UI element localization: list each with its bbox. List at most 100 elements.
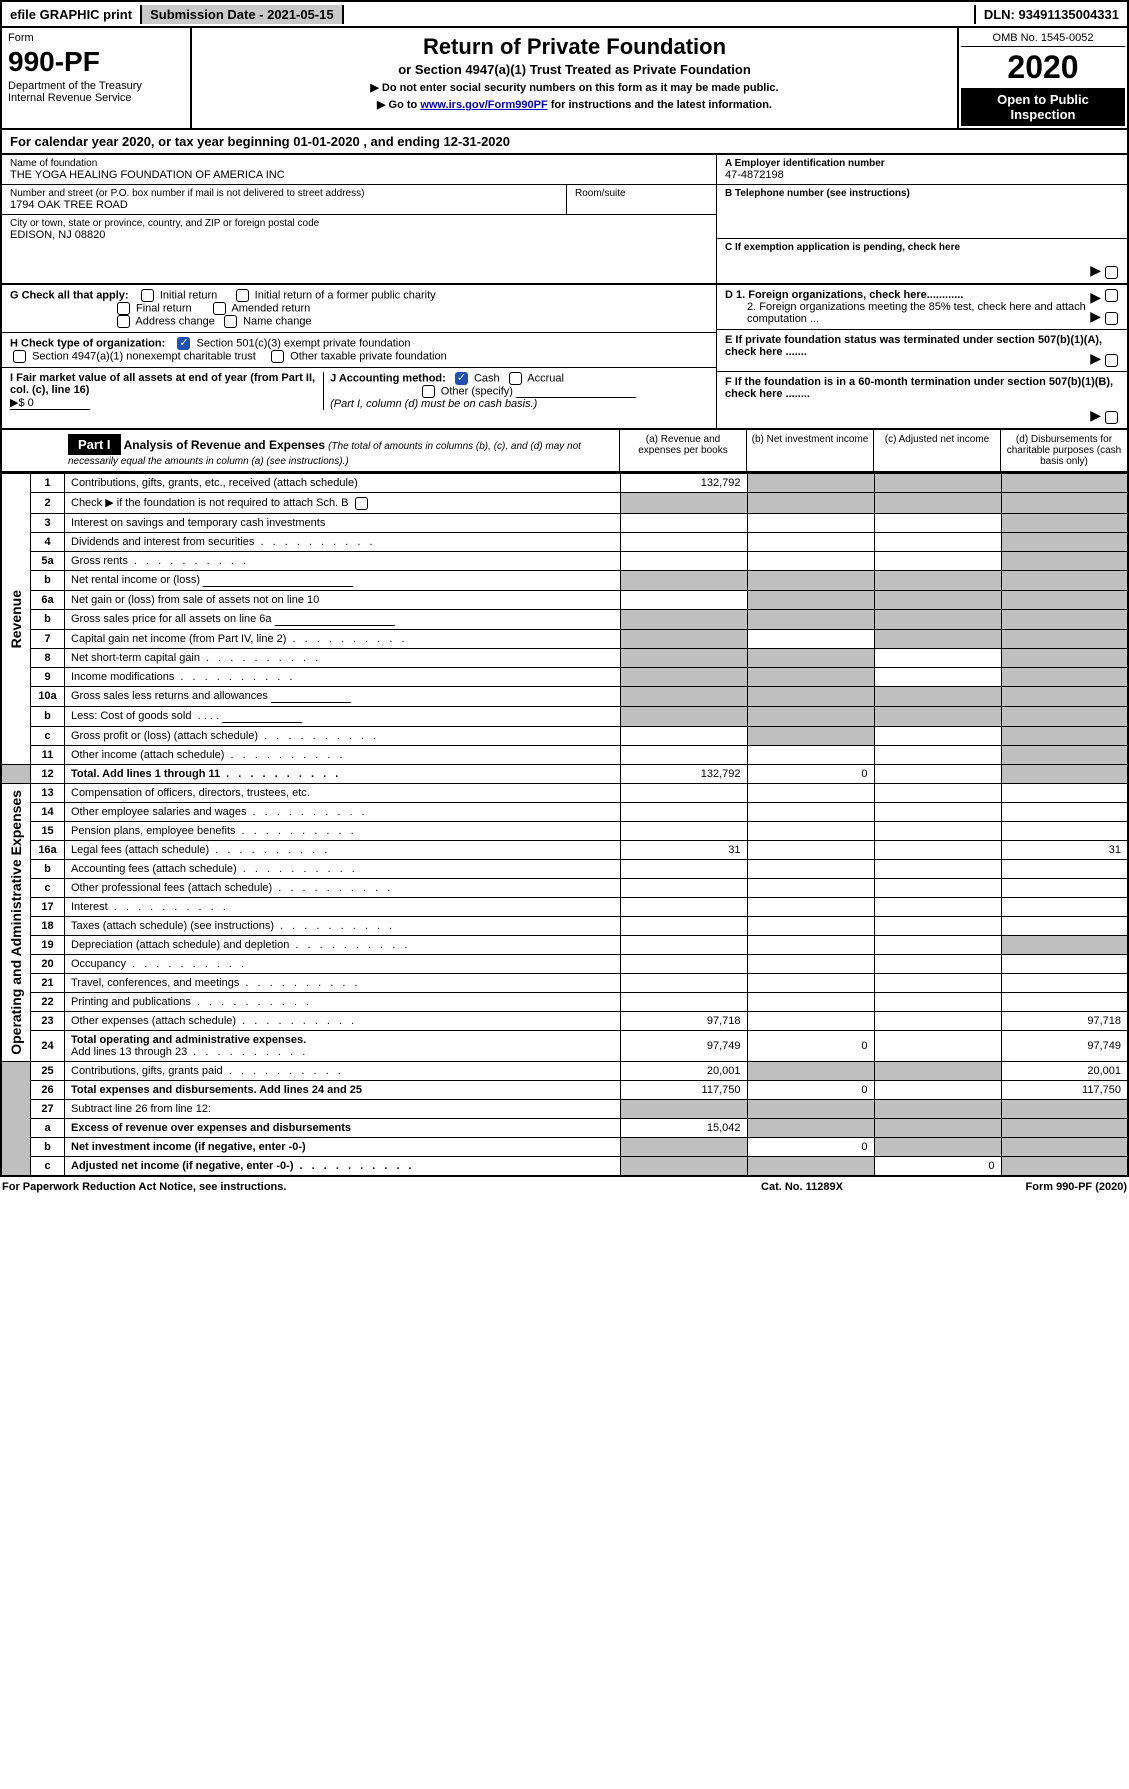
table-row: 7Capital gain net income (from Part IV, … — [1, 629, 1128, 648]
efile-print[interactable]: efile GRAPHIC print — [2, 5, 142, 24]
line-27b-desc: Net investment income (if negative, ente… — [65, 1137, 621, 1156]
line-22-desc: Printing and publications — [65, 992, 621, 1011]
entity-block: Name of foundation THE YOGA HEALING FOUN… — [0, 155, 1129, 285]
footer-left: For Paperwork Reduction Act Notice, see … — [2, 1181, 677, 1193]
table-row: bAccounting fees (attach schedule) — [1, 859, 1128, 878]
table-row: cGross profit or (loss) (attach schedule… — [1, 726, 1128, 745]
line-16a-a: 31 — [620, 840, 747, 859]
line-15-desc: Pension plans, employee benefits — [65, 821, 621, 840]
table-row: 27Subtract line 26 from line 12: — [1, 1099, 1128, 1118]
table-row: 18Taxes (attach schedule) (see instructi… — [1, 916, 1128, 935]
4947a1-checkbox[interactable] — [13, 350, 26, 363]
ein: 47-4872198 — [725, 169, 1119, 181]
line-12-desc: Total. Add lines 1 through 11 — [65, 764, 621, 783]
sch-b-checkbox[interactable] — [355, 497, 368, 510]
amended-return-checkbox[interactable] — [213, 302, 226, 315]
terminated-checkbox[interactable] — [1105, 354, 1118, 367]
part1-header-row: Part I Analysis of Revenue and Expenses … — [0, 430, 1129, 473]
table-row: 23Other expenses (attach schedule)97,718… — [1, 1011, 1128, 1030]
exemption-pending-cell: C If exemption application is pending, c… — [717, 239, 1127, 283]
initial-return-former-checkbox[interactable] — [236, 289, 249, 302]
table-row: 22Printing and publications — [1, 992, 1128, 1011]
f-row: F If the foundation is in a 60-month ter… — [717, 372, 1127, 428]
line-14-desc: Other employee salaries and wages — [65, 802, 621, 821]
address-change-checkbox[interactable] — [117, 315, 130, 328]
line-16c-desc: Other professional fees (attach schedule… — [65, 878, 621, 897]
foundation-name-cell: Name of foundation THE YOGA HEALING FOUN… — [2, 155, 716, 185]
header-right: OMB No. 1545-0052 2020 Open to Public In… — [957, 28, 1127, 128]
cash-checkbox[interactable] — [455, 372, 468, 385]
line-6a-desc: Net gain or (loss) from sale of assets n… — [65, 590, 621, 609]
line-27a-desc: Excess of revenue over expenses and disb… — [65, 1118, 621, 1137]
form-subtitle: or Section 4947(a)(1) Trust Treated as P… — [198, 62, 951, 77]
revenue-side-label: Revenue — [1, 474, 31, 765]
table-row: 21Travel, conferences, and meetings — [1, 973, 1128, 992]
table-row: bGross sales price for all assets on lin… — [1, 609, 1128, 629]
e-row: E If private foundation status was termi… — [717, 330, 1127, 372]
header-center: Return of Private Foundation or Section … — [192, 28, 957, 128]
line-8-desc: Net short-term capital gain — [65, 648, 621, 667]
table-row: 2Check ▶ if the foundation is not requir… — [1, 493, 1128, 514]
check-left: G Check all that apply: Initial return I… — [2, 285, 717, 428]
form-label: Form — [8, 32, 184, 44]
header-note1: ▶ Do not enter social security numbers o… — [198, 81, 951, 94]
line-24-desc: Total operating and administrative expen… — [65, 1030, 621, 1061]
foreign-org-checkbox[interactable] — [1105, 289, 1118, 302]
table-row: 12Total. Add lines 1 through 11132,7920 — [1, 764, 1128, 783]
line-27a-a: 15,042 — [620, 1118, 747, 1137]
exemption-checkbox[interactable] — [1105, 266, 1118, 279]
line-4-desc: Dividends and interest from securities — [65, 532, 621, 551]
foreign-85-checkbox[interactable] — [1105, 312, 1118, 325]
line-26-d: 117,750 — [1001, 1080, 1128, 1099]
table-row: 16aLegal fees (attach schedule)3131 — [1, 840, 1128, 859]
check-section: G Check all that apply: Initial return I… — [0, 285, 1129, 430]
line-26-b: 0 — [747, 1080, 874, 1099]
entity-right: A Employer identification number 47-4872… — [717, 155, 1127, 283]
col-b-header: (b) Net investment income — [746, 430, 873, 471]
60month-checkbox[interactable] — [1105, 411, 1118, 424]
accrual-checkbox[interactable] — [509, 372, 522, 385]
part1-table: Revenue 1 Contributions, gifts, grants, … — [0, 473, 1129, 1177]
initial-return-checkbox[interactable] — [141, 289, 154, 302]
phone-cell: B Telephone number (see instructions) — [717, 185, 1127, 239]
line-16b-desc: Accounting fees (attach schedule) — [65, 859, 621, 878]
form-link[interactable]: www.irs.gov/Form990PF — [420, 99, 547, 111]
line-17-desc: Interest — [65, 897, 621, 916]
final-return-checkbox[interactable] — [117, 302, 130, 315]
open-to-public: Open to Public Inspection — [961, 88, 1125, 126]
check-right: D 1. Foreign organizations, check here..… — [717, 285, 1127, 428]
part1-label: Part I — [68, 434, 121, 455]
dln: DLN: 93491135004331 — [974, 5, 1127, 24]
line-24-a: 97,749 — [620, 1030, 747, 1061]
line-12-a: 132,792 — [620, 764, 747, 783]
name-change-checkbox[interactable] — [224, 315, 237, 328]
submission-date: Submission Date - 2021-05-15 — [142, 5, 344, 24]
line-23-a: 97,718 — [620, 1011, 747, 1030]
line-10a-desc: Gross sales less returns and allowances — [65, 686, 621, 706]
line-3-desc: Interest on savings and temporary cash i… — [65, 513, 621, 532]
line-9-desc: Income modifications — [65, 667, 621, 686]
city-cell: City or town, state or province, country… — [2, 215, 716, 244]
irs: Internal Revenue Service — [8, 92, 184, 104]
line-21-desc: Travel, conferences, and meetings — [65, 973, 621, 992]
line-24-d: 97,749 — [1001, 1030, 1128, 1061]
line-20-desc: Occupancy — [65, 954, 621, 973]
line-13-desc: Compensation of officers, directors, tru… — [65, 783, 621, 802]
line-2-desc: Check ▶ if the foundation is not require… — [65, 493, 621, 514]
table-row: 3Interest on savings and temporary cash … — [1, 513, 1128, 532]
form-header: Form 990-PF Department of the Treasury I… — [0, 28, 1129, 130]
header-note2: ▶ Go to www.irs.gov/Form990PF for instru… — [198, 98, 951, 111]
line-25-a: 20,001 — [620, 1061, 747, 1080]
street-address: 1794 OAK TREE ROAD — [10, 199, 558, 211]
footer-form: Form 990-PF (2020) — [927, 1181, 1127, 1193]
part1-title-cell: Part I Analysis of Revenue and Expenses … — [64, 430, 619, 471]
line-27-desc: Subtract line 26 from line 12: — [65, 1099, 621, 1118]
501c3-checkbox[interactable] — [177, 337, 190, 350]
other-taxable-checkbox[interactable] — [271, 350, 284, 363]
table-row: 15Pension plans, employee benefits — [1, 821, 1128, 840]
other-method-checkbox[interactable] — [422, 385, 435, 398]
table-row: 14Other employee salaries and wages — [1, 802, 1128, 821]
footer-cat: Cat. No. 11289X — [677, 1181, 927, 1193]
line-16a-desc: Legal fees (attach schedule) — [65, 840, 621, 859]
page-footer: For Paperwork Reduction Act Notice, see … — [0, 1177, 1129, 1197]
